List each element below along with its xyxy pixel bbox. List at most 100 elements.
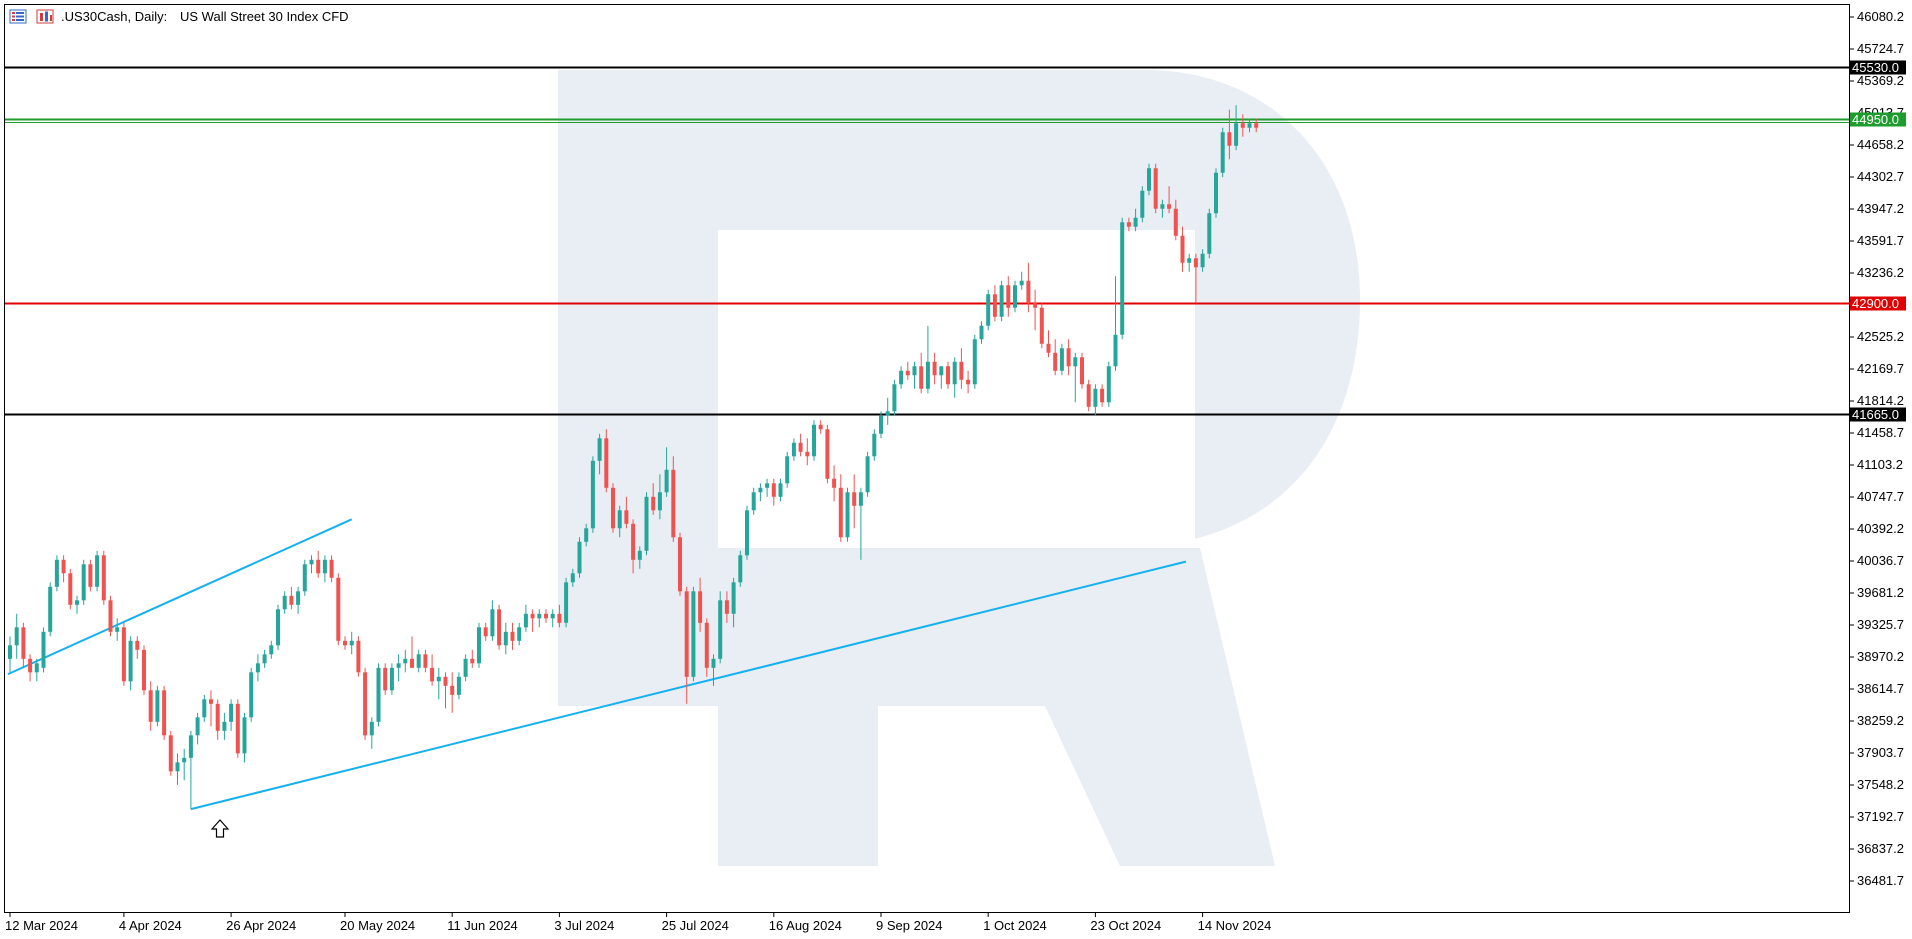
candle-body-bear <box>1100 388 1105 403</box>
candle <box>624 496 629 529</box>
y-tick-label: 36837.2 <box>1857 841 1904 856</box>
candle <box>242 712 247 763</box>
candle-body-bear <box>235 703 240 754</box>
candle <box>1160 199 1165 218</box>
candle-body-bull <box>899 370 904 385</box>
x-tick-label: 3 Jul 2024 <box>554 918 614 933</box>
candle-body-bear <box>724 600 729 614</box>
candle <box>698 577 703 632</box>
candle-body-bear <box>678 537 682 592</box>
candle-body-bear <box>631 523 636 560</box>
y-tick-label: 44658.2 <box>1857 137 1904 152</box>
candle <box>503 622 508 655</box>
candle <box>1133 208 1138 232</box>
candle-body-bull <box>389 667 394 691</box>
candle <box>322 555 327 583</box>
candle-body-bull <box>979 325 984 340</box>
candle <box>1147 163 1151 196</box>
candle-body-bull <box>262 654 267 664</box>
candle-body-bull <box>1019 280 1024 286</box>
candle-body-bull <box>986 294 991 326</box>
y-tick-label: 40392.2 <box>1857 521 1904 536</box>
candle-body-bear <box>289 595 294 605</box>
candle <box>631 519 636 574</box>
candle <box>946 361 950 389</box>
watermark-logo <box>558 70 1360 866</box>
candle-body-bull <box>128 640 133 682</box>
candle <box>1193 253 1198 304</box>
candle-body-bear <box>443 676 448 686</box>
candle <box>1200 249 1205 272</box>
candle-body-bull <box>309 559 314 565</box>
candle <box>905 361 910 380</box>
y-tick-label: 43947.2 <box>1857 201 1904 216</box>
candle <box>798 433 803 457</box>
candle-body-bear <box>21 627 26 659</box>
candle <box>108 595 113 637</box>
candles-layer <box>8 105 1259 810</box>
candle <box>329 555 334 583</box>
list-view-icon[interactable] <box>9 9 27 24</box>
candle <box>1106 361 1111 407</box>
candle-body-bear <box>671 469 676 538</box>
candle-body-bull <box>182 757 187 763</box>
candle-body-bull <box>925 361 930 389</box>
candle <box>1039 303 1044 349</box>
trendline-2[interactable] <box>190 560 1187 811</box>
chart-view-icon[interactable] <box>36 9 54 24</box>
candle-body-bear <box>1126 222 1131 227</box>
candle-body-bear <box>771 483 776 497</box>
trendline-1[interactable] <box>7 518 353 676</box>
candle <box>1046 330 1051 358</box>
candle <box>584 523 589 547</box>
candle-body-bull <box>858 492 863 506</box>
x-tick-label: 20 May 2024 <box>340 918 415 933</box>
candle <box>771 478 776 506</box>
candle-body-bull <box>885 411 890 416</box>
candle <box>1207 208 1212 259</box>
candle <box>115 618 120 641</box>
candle-body-bull <box>503 631 508 646</box>
candle-body-bear <box>1254 123 1259 128</box>
candle-body-bull <box>255 663 260 673</box>
candle-body-bear <box>557 613 562 623</box>
candle-body-bear <box>101 555 106 601</box>
y-tick-label: 41458.7 <box>1857 425 1904 440</box>
candle <box>657 474 662 520</box>
candle <box>363 667 368 740</box>
y-tick-label: 41814.2 <box>1857 393 1904 408</box>
resistance-level-badge <box>1850 60 1906 75</box>
candle <box>497 604 502 650</box>
y-tick-label: 37192.7 <box>1857 809 1904 824</box>
candle <box>14 613 19 659</box>
candle <box>81 559 86 605</box>
candle-body-bear <box>905 370 910 376</box>
candle-body-bull <box>657 492 662 511</box>
candle-body-bull <box>1013 285 1017 308</box>
candle <box>1220 127 1225 178</box>
candle <box>986 289 991 331</box>
candle-body-bear <box>343 640 347 646</box>
candle <box>34 658 39 682</box>
candle-body-bear <box>852 492 857 506</box>
candle-body-bull <box>1147 168 1151 191</box>
candle-body-bull <box>54 559 59 587</box>
candle-body-bear <box>68 573 73 605</box>
candle <box>302 559 307 596</box>
candle <box>68 568 73 610</box>
candle <box>423 649 428 673</box>
candle <box>276 604 280 650</box>
candle <box>255 654 260 682</box>
candle-body-bear <box>497 609 502 646</box>
candle-body-bear <box>530 613 535 619</box>
x-tick-label: 25 Jul 2024 <box>662 918 729 933</box>
candle <box>450 672 455 713</box>
candle <box>182 748 187 781</box>
candle-body-bull <box>758 487 763 493</box>
candle <box>872 429 877 461</box>
y-tick-label: 43591.7 <box>1857 233 1904 248</box>
candle <box>1180 226 1185 272</box>
candle-body-bull <box>276 609 280 646</box>
